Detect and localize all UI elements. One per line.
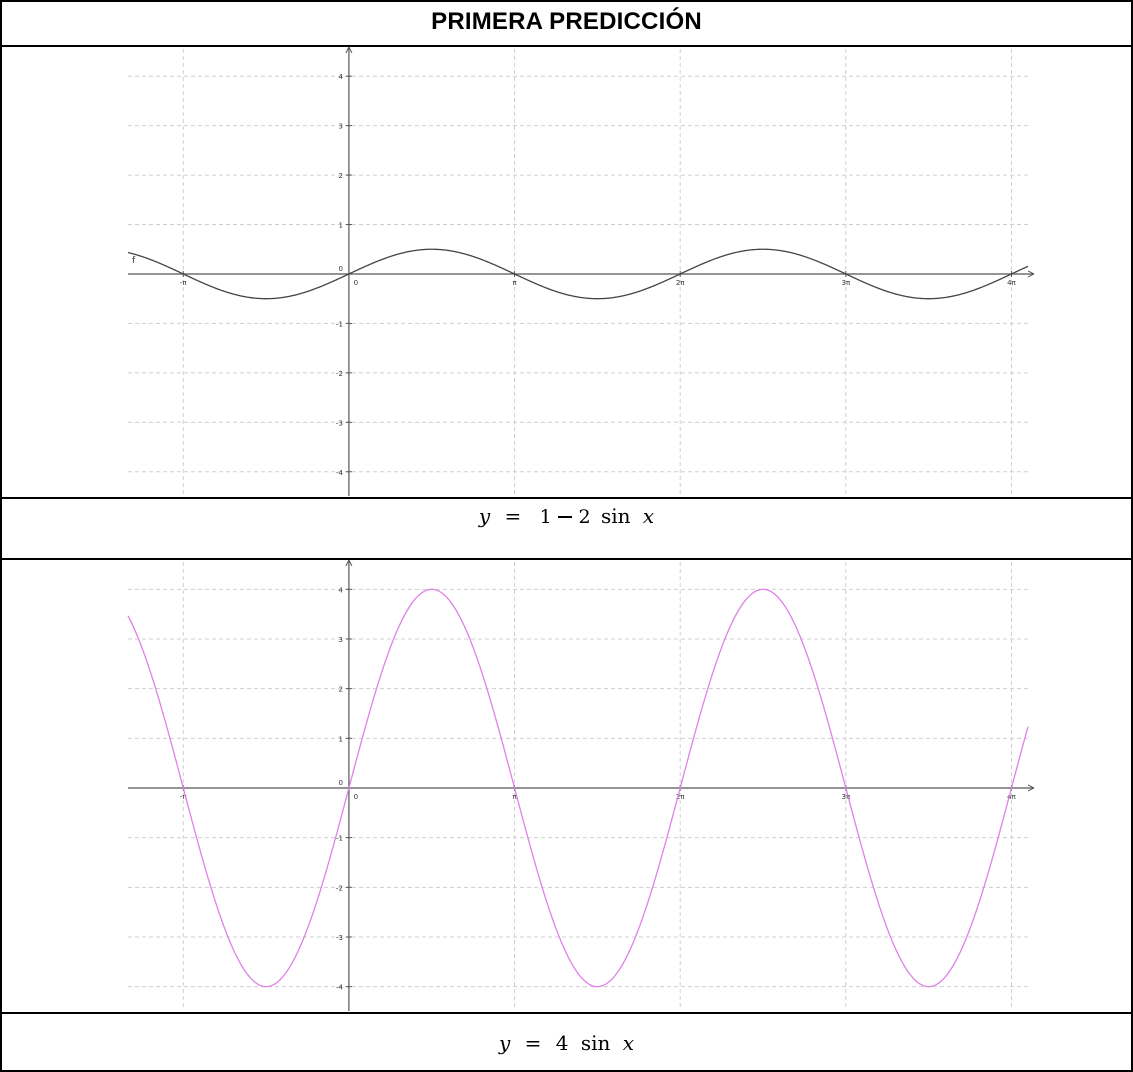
- caption-x: x: [622, 1030, 635, 1055]
- page-title: PRIMERA PREDICCIÓN: [431, 8, 702, 35]
- caption-y: y: [498, 1030, 511, 1055]
- table-border-right: [1131, 0, 1133, 1072]
- caption-sin: sin: [600, 503, 631, 528]
- y-tick-label: -4: [336, 984, 344, 992]
- y-tick-label: -3: [336, 419, 343, 427]
- y-tick-label: -2: [336, 884, 343, 892]
- y-tick-label: 1: [338, 222, 342, 230]
- y-tick-label: 3: [338, 636, 342, 644]
- x-tick-label: 4π: [1007, 279, 1016, 287]
- y-tick-label: 4: [338, 586, 343, 594]
- x-tick-label: π: [512, 279, 517, 287]
- caption-sin: sin: [580, 1030, 611, 1055]
- caption-four-sine: y = 4 sin x: [0, 1029, 1133, 1055]
- curve-label: f: [132, 256, 136, 266]
- x-tick-label: 3π: [841, 793, 850, 801]
- function-curve: [127, 248, 1029, 300]
- caption-x: x: [642, 503, 655, 528]
- y-axis-arrow: [345, 560, 353, 567]
- x-tick-label: 2π: [676, 279, 685, 287]
- table-row-divider: [0, 558, 1133, 560]
- y-tick-label: 4: [338, 73, 343, 81]
- x-tick-label: -π: [180, 793, 188, 801]
- y-axis-arrow: [345, 47, 353, 54]
- fraction-bar: [558, 516, 573, 518]
- graph-four-sine: -π 0 π 2π 3π 4π 4 3 2 1 -1 -2 -3 -4 0: [127, 560, 1035, 1011]
- y-tick-label: -2: [336, 370, 343, 378]
- table-border-left: [0, 0, 2, 1072]
- y-tick-label: 2: [338, 686, 342, 694]
- y-tick-label: -1: [336, 835, 343, 843]
- x-axis-arrow: [1027, 784, 1035, 792]
- caption-half-sine: y = 1 2 sin x: [0, 502, 1133, 528]
- fraction: 1 2: [540, 503, 591, 528]
- y-tick-label: 3: [338, 123, 342, 131]
- table-row-divider: [0, 497, 1133, 499]
- origin-label: 0: [338, 265, 342, 273]
- graph-half-sine: -π 0 π 2π 3π 4π 4 3 2 1 -1 -2 -3 -4 0 f: [127, 47, 1035, 496]
- x-tick-label: 3π: [841, 279, 850, 287]
- table-row-divider: [0, 1012, 1133, 1014]
- x-tick-label: 4π: [1007, 793, 1016, 801]
- x-tick-label: π: [512, 793, 517, 801]
- x-tick-label: -π: [180, 279, 188, 287]
- y-tick-label: 2: [338, 172, 342, 180]
- caption-y: y: [478, 503, 491, 528]
- x-axis-arrow: [1027, 270, 1035, 278]
- caption-coefficient: 4: [555, 1030, 569, 1055]
- y-tick-label: -4: [336, 469, 344, 477]
- origin-label: 0: [338, 779, 342, 787]
- x-tick-label: 2π: [676, 793, 685, 801]
- x-tick-label: 0: [354, 793, 358, 801]
- caption-equals: =: [504, 503, 522, 528]
- function-curve: [127, 588, 1029, 988]
- caption-equals: =: [524, 1030, 542, 1055]
- table-border-top: [0, 0, 1133, 2]
- fraction-denominator: 2: [578, 505, 591, 528]
- table-border-bottom: [0, 1070, 1133, 1072]
- fraction-numerator: 1: [539, 505, 552, 528]
- x-tick-label: 0: [354, 279, 358, 287]
- y-tick-label: -1: [336, 320, 343, 328]
- table-row-divider: [0, 45, 1133, 47]
- y-tick-label: 1: [338, 735, 342, 743]
- y-tick-label: -3: [336, 934, 343, 942]
